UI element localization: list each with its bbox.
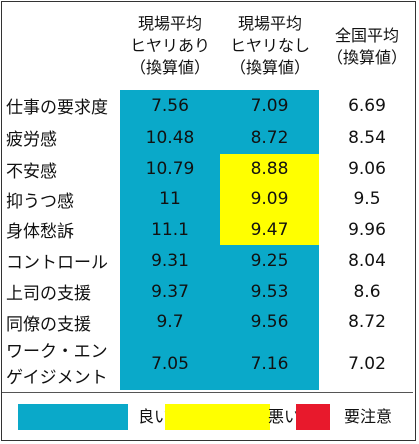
- row-label-control: コントロール: [6, 253, 108, 273]
- row-label-coworker-support: 同僚の支援: [6, 314, 91, 335]
- value-national: 8.72: [348, 312, 386, 332]
- header-site-with-nearmiss: 現場平均 ヒヤリあり （換算値）: [120, 6, 220, 86]
- value-site-nearmiss: 7.56: [151, 95, 189, 116]
- legend-swatch-bad: [165, 404, 270, 430]
- value-site-no-nearmiss: 8.72: [250, 127, 289, 148]
- value-national: 8.04: [348, 250, 386, 271]
- value-national: 8.6: [353, 281, 381, 302]
- row-label-depression: 抑うつ感: [6, 191, 74, 212]
- value-site-no-nearmiss: 9.53: [250, 281, 289, 302]
- value-site-nearmiss: 10.48: [145, 127, 195, 148]
- good-block-col2-bottom: [220, 245, 319, 390]
- value-site-nearmiss: 7.05: [151, 354, 189, 374]
- value-site-nearmiss: 9.31: [151, 250, 189, 271]
- value-national: 8.54: [348, 127, 386, 148]
- header-line: （換算値）: [326, 48, 407, 67]
- value-national: 7.02: [348, 354, 386, 374]
- good-block-col1: [120, 90, 220, 390]
- legend-swatch-caution: [296, 404, 330, 430]
- value-site-nearmiss: 9.37: [151, 281, 189, 302]
- header-line: （換算値）: [129, 58, 210, 77]
- value-site-nearmiss: 11.1: [151, 219, 189, 240]
- header-line: 全国平均: [334, 26, 399, 45]
- legend-label-bad: 悪い: [268, 407, 301, 426]
- header-line: （換算値）: [229, 58, 310, 77]
- row-label-line: ゲイジメント: [6, 368, 108, 388]
- value-site-no-nearmiss: 7.09: [250, 95, 289, 116]
- header-line: 現場平均: [137, 14, 202, 33]
- bad-block-col2: [220, 154, 319, 245]
- value-site-no-nearmiss: 9.47: [250, 219, 289, 240]
- value-site-no-nearmiss: 9.56: [250, 312, 289, 332]
- value-national: 9.96: [348, 219, 386, 240]
- row-label-job-demand: 仕事の要求度: [6, 98, 108, 118]
- value-site-nearmiss: 9.7: [156, 312, 184, 332]
- header-line: 現場平均: [237, 14, 302, 33]
- value-national: 6.69: [348, 95, 386, 116]
- row-label-physical-complaints: 身体愁訴: [6, 222, 74, 242]
- legend-label-caution: 要注意: [344, 407, 393, 426]
- value-site-no-nearmiss: 9.09: [250, 189, 289, 209]
- row-label-anxiety: 不安感: [6, 161, 57, 182]
- value-site-no-nearmiss: 7.16: [250, 354, 289, 374]
- legend-label-good: 良い: [138, 407, 171, 426]
- value-site-nearmiss: 11: [159, 189, 181, 209]
- good-block-col2-top: [220, 90, 319, 154]
- row-label-fatigue: 疲労感: [6, 130, 57, 150]
- value-national: 9.06: [348, 159, 386, 179]
- row-label-work-engagement: ワーク・エン ゲイジメント: [4, 338, 120, 392]
- header-site-without-nearmiss: 現場平均 ヒヤリなし （換算値）: [220, 6, 320, 86]
- value-national: 9.5: [353, 189, 381, 209]
- header-national-average: 全国平均 （換算値）: [320, 22, 414, 72]
- header-line: ヒヤリあり: [129, 36, 210, 55]
- header-line: ヒヤリなし: [229, 36, 310, 55]
- value-site-no-nearmiss: 8.88: [250, 159, 289, 179]
- value-site-no-nearmiss: 9.25: [250, 250, 289, 271]
- value-site-nearmiss: 10.79: [145, 159, 195, 179]
- legend-swatch-good: [18, 404, 128, 430]
- row-label-line: ワーク・エン: [6, 342, 108, 362]
- row-label-supervisor-support: 上司の支援: [6, 284, 91, 304]
- legend-divider: [2, 392, 413, 393]
